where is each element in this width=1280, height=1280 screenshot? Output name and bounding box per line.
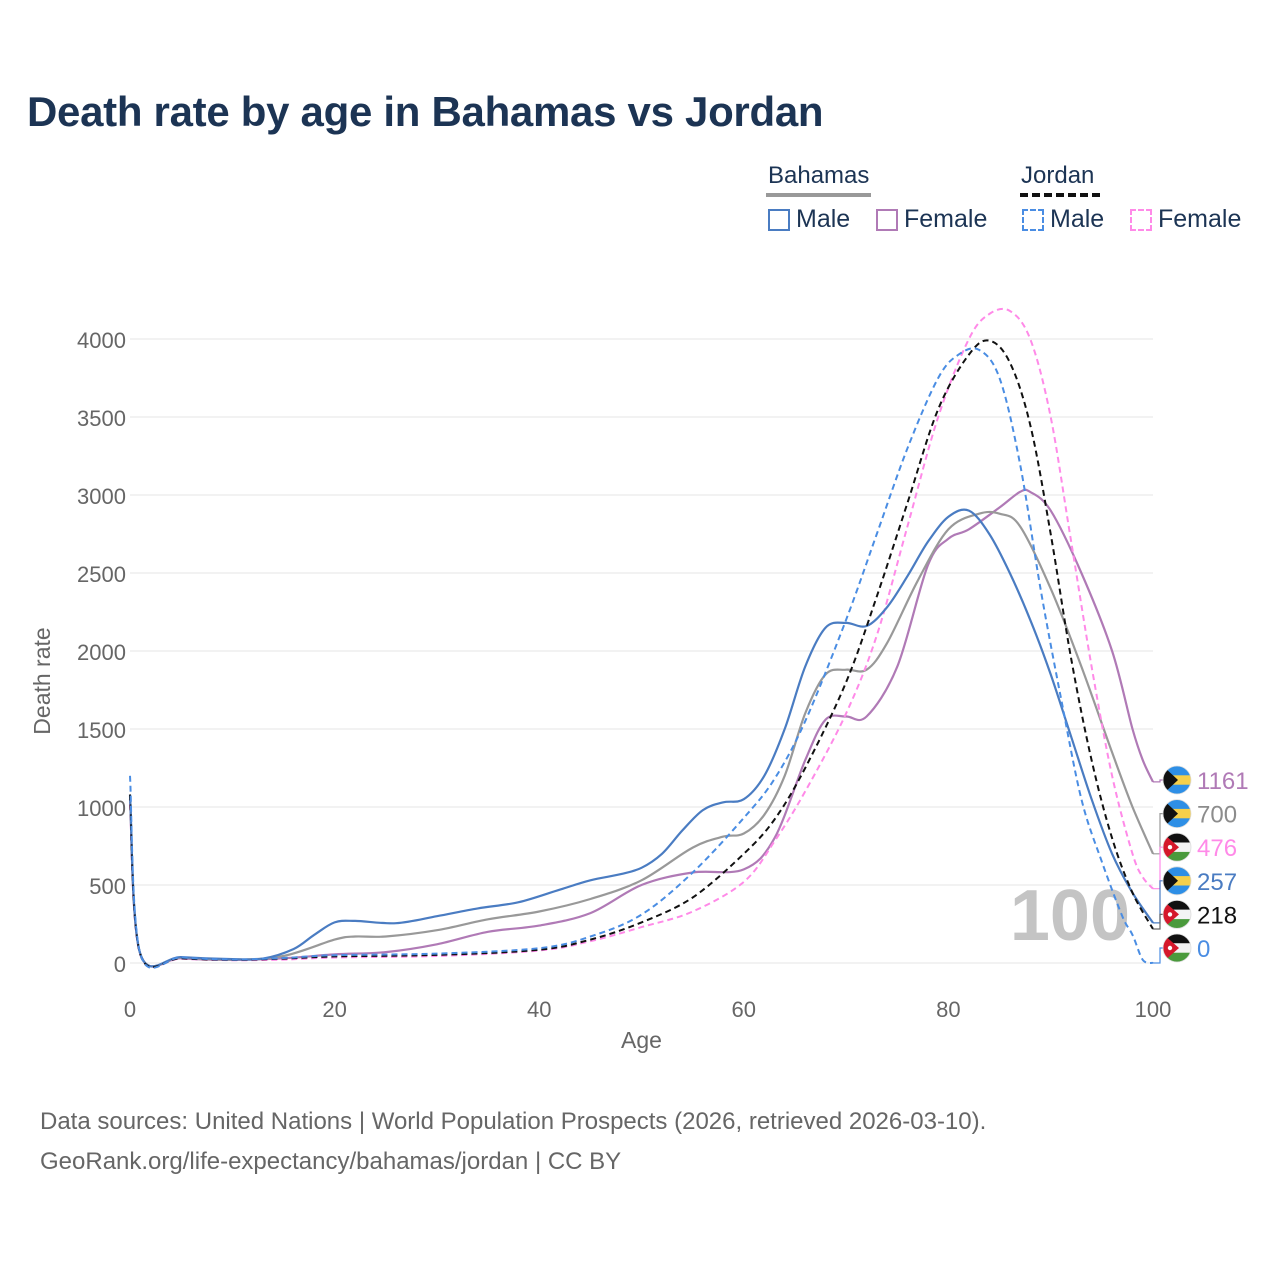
y-tick-label: 0 <box>114 952 126 977</box>
end-value-label: 257 <box>1197 869 1237 896</box>
legend-swatch-jordan-female <box>1130 208 1152 231</box>
x-tick-label: 60 <box>732 997 756 1022</box>
legend-item-bahamas-female[interactable]: Female <box>876 205 987 234</box>
year-watermark: 100 <box>1010 876 1130 956</box>
end-value-label: 476 <box>1197 835 1237 862</box>
x-tick-label: 100 <box>1135 997 1172 1022</box>
series-line-bahamas-total[interactable] <box>128 510 1155 968</box>
series-line-jordan-male[interactable] <box>129 347 1154 969</box>
legend-label-bahamas-male: Male <box>796 205 851 233</box>
gridlines <box>130 338 1153 964</box>
jordan-flag-icon <box>1162 900 1192 929</box>
end-label-leader <box>1153 913 1163 930</box>
source-note: Data sources: United Nations | World Pop… <box>40 1108 987 1135</box>
x-tick-label: 20 <box>322 997 346 1022</box>
chart-title: Death rate by age in Bahamas vs Jordan <box>27 88 824 135</box>
legend-swatch-jordan-male <box>1022 208 1044 231</box>
legend-label-jordan-female: Female <box>1158 205 1242 233</box>
legend-group-jordan-title: Jordan <box>1021 162 1095 189</box>
source-url[interactable]: GeoRank.org/life-expectancy/bahamas/jord… <box>40 1148 622 1175</box>
y-tick-label: 1000 <box>77 796 126 821</box>
series-lines <box>128 307 1155 969</box>
end-value-label: 0 <box>1197 936 1210 963</box>
series-line-jordan-total[interactable] <box>129 339 1154 969</box>
series-line-bahamas-male[interactable] <box>128 508 1154 968</box>
y-tick-label: 3500 <box>77 406 126 431</box>
legend-label-bahamas-female: Female <box>904 205 988 233</box>
end-label-leader <box>1153 779 1163 783</box>
legend-item-jordan-male[interactable]: Male <box>1022 205 1104 234</box>
axes: 0 500 1000 1500 2000 2500 3000 3500 4000 0 20 40 60 8… <box>29 328 1171 1053</box>
legend-swatch-bahamas-female <box>876 208 898 231</box>
legend: Bahamas Jordan Male Female Male Female <box>0 0 1280 250</box>
y-tick-label: 500 <box>89 874 126 899</box>
jordan-flag-icon <box>1162 832 1192 862</box>
end-value-label: 700 <box>1197 802 1237 829</box>
jordan-flag-icon <box>1162 933 1192 963</box>
end-label-leader <box>1153 812 1163 855</box>
legend-group-bahamas-line <box>766 193 871 197</box>
end-value-label: 1161 <box>1197 768 1249 795</box>
y-tick-label: 3000 <box>77 484 126 509</box>
end-label-leader <box>1153 880 1163 924</box>
y-tick-label: 2000 <box>77 640 126 665</box>
y-tick-label: 4000 <box>77 328 126 353</box>
series-line-jordan-female[interactable] <box>129 307 1154 968</box>
legend-swatch-bahamas-male <box>768 208 790 231</box>
bahamas-flag-icon <box>1162 765 1192 795</box>
end-value-label: 218 <box>1197 902 1237 929</box>
end-label-leader <box>1153 947 1163 964</box>
x-axis-label: Age <box>621 1027 662 1053</box>
x-tick-label: 0 <box>124 997 136 1022</box>
y-axis-label: Death rate <box>29 627 55 734</box>
legend-group-jordan-line <box>1020 193 1100 197</box>
bahamas-flag-icon <box>1162 799 1192 828</box>
legend-label-jordan-male: Male <box>1050 205 1105 233</box>
y-tick-label: 2500 <box>77 562 126 587</box>
x-tick-label: 40 <box>527 997 551 1022</box>
series-line-bahamas-female[interactable] <box>128 488 1154 968</box>
bahamas-flag-icon <box>1162 866 1192 896</box>
x-tick-label: 80 <box>936 997 960 1022</box>
legend-item-jordan-female[interactable]: Female <box>1130 205 1241 234</box>
y-tick-label: 1500 <box>77 718 126 743</box>
legend-item-bahamas-male[interactable]: Male <box>768 205 850 234</box>
end-labels: 1161 700 476 257 218 0 <box>1153 765 1249 964</box>
legend-group-bahamas-title: Bahamas <box>768 162 870 189</box>
end-label-leader <box>1153 846 1163 890</box>
